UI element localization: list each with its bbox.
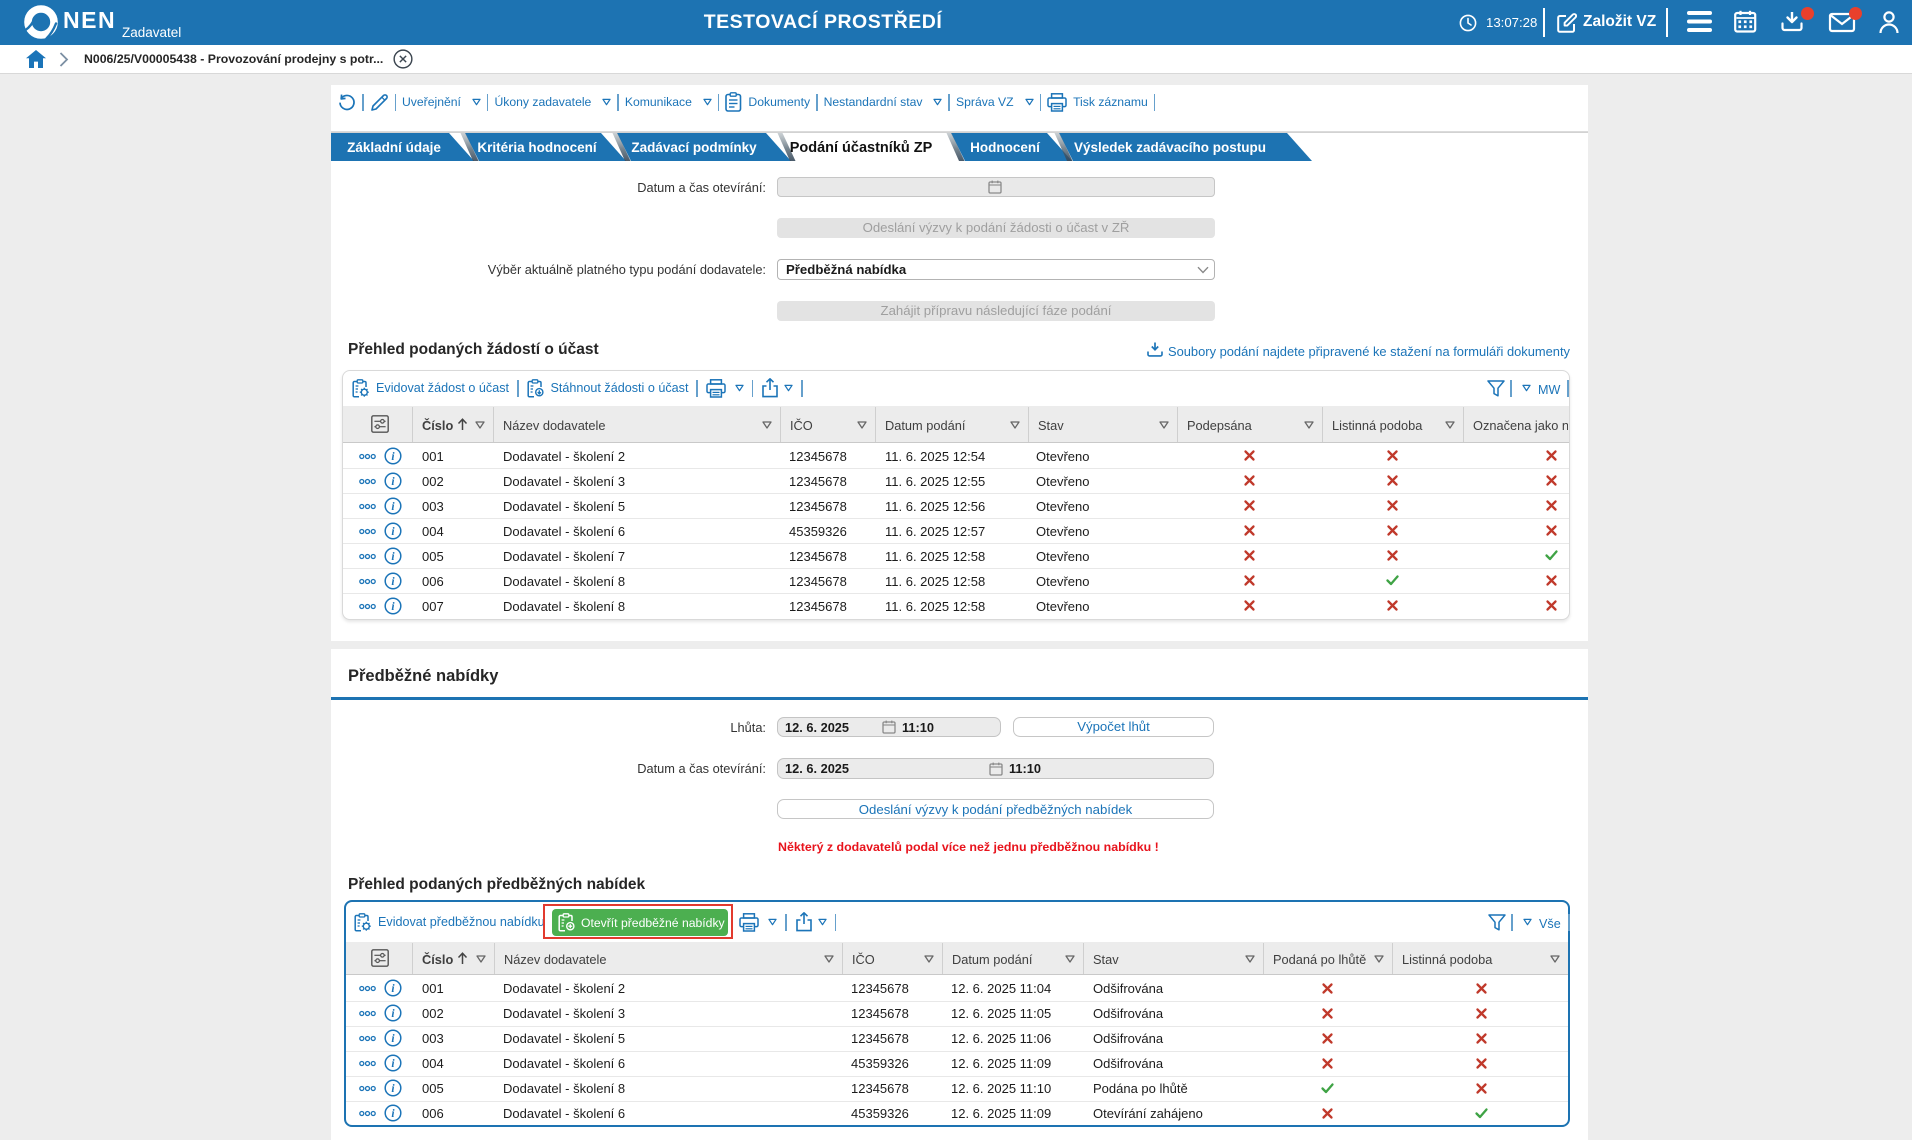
svg-text:Kritéria hodnocení: Kritéria hodnocení bbox=[477, 140, 598, 155]
svg-text:i: i bbox=[391, 983, 395, 995]
svg-text:i: i bbox=[391, 1058, 395, 1070]
svg-text:Zadávací podmínky: Zadávací podmínky bbox=[631, 140, 757, 155]
svg-text:i: i bbox=[391, 1108, 395, 1120]
svg-text:Hodnocení: Hodnocení bbox=[970, 140, 1041, 155]
svg-text:i: i bbox=[391, 576, 395, 588]
svg-text:i: i bbox=[391, 501, 395, 513]
svg-text:Podání účastníků ZP: Podání účastníků ZP bbox=[790, 140, 933, 156]
svg-text:i: i bbox=[391, 1083, 395, 1095]
svg-text:i: i bbox=[391, 551, 395, 563]
svg-text:i: i bbox=[391, 601, 395, 613]
svg-text:i: i bbox=[391, 1008, 395, 1020]
svg-text:i: i bbox=[391, 451, 395, 463]
svg-text:Základní údaje: Základní údaje bbox=[347, 140, 441, 155]
svg-text:i: i bbox=[391, 526, 395, 538]
svg-text:i: i bbox=[391, 1033, 395, 1045]
svg-text:Výsledek zadávacího postupu: Výsledek zadávacího postupu bbox=[1074, 140, 1266, 155]
svg-text:i: i bbox=[391, 476, 395, 488]
